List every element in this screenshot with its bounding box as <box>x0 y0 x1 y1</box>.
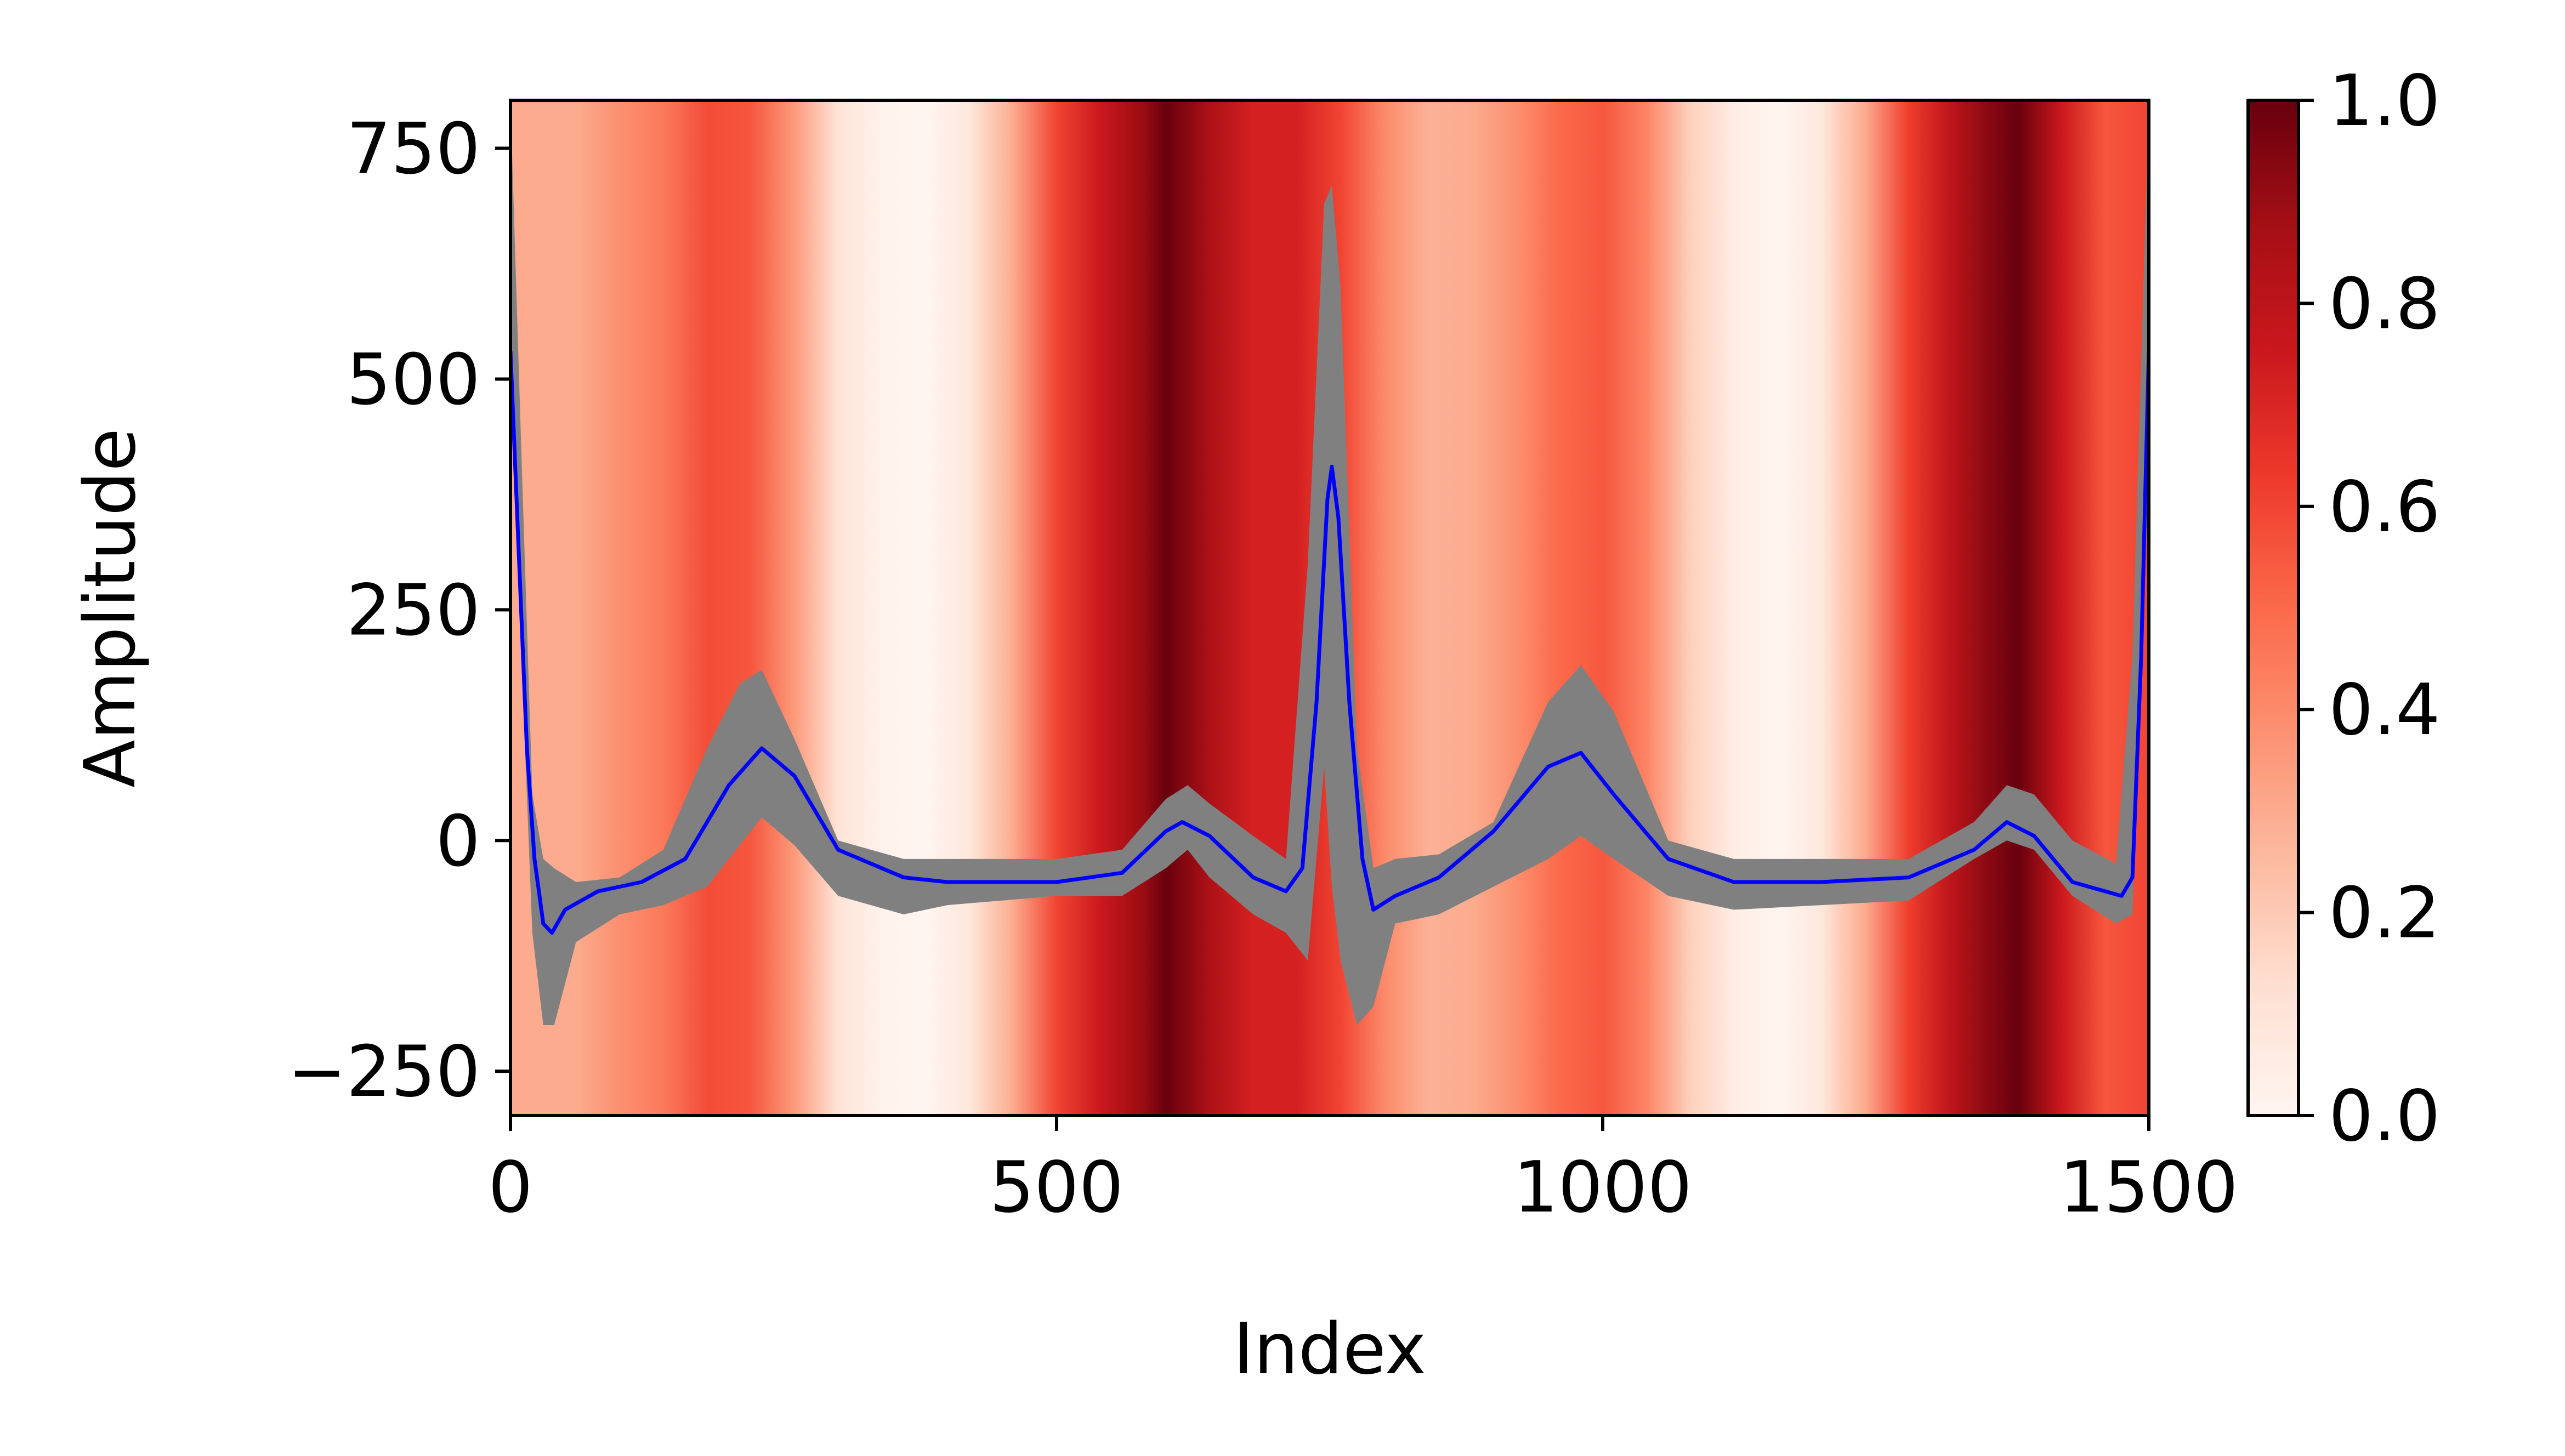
x-tick-label: 1000 <box>1513 1147 1692 1228</box>
colorbar-tick-label: 0.6 <box>2329 467 2441 548</box>
y-axis: −250 0 250 500 750 <box>287 109 510 1113</box>
colorbar-ticks: 0.0 0.2 0.4 0.6 0.8 1.0 <box>2299 60 2441 1157</box>
plot-area <box>509 99 2150 1117</box>
plot-frame <box>509 99 2150 1117</box>
x-tick-label: 500 <box>990 1147 1123 1228</box>
y-axis-label: Amplitude <box>70 428 151 788</box>
colorbar-tick-label: 0.8 <box>2329 263 2441 345</box>
colorbar-tick-label: 0.4 <box>2329 669 2441 751</box>
y-tick-label: 750 <box>347 109 480 190</box>
colorbar-tick-label: 1.0 <box>2329 60 2441 142</box>
colorbar-frame <box>2246 99 2300 1117</box>
mean-line <box>510 351 2149 935</box>
band-area <box>510 102 2149 1025</box>
x-axis: 0 500 1000 1500 <box>488 1116 2238 1228</box>
y-tick-label: −250 <box>287 1031 480 1113</box>
x-axis-label: Index <box>1233 1309 1426 1390</box>
y-tick-label: 0 <box>436 800 480 882</box>
colorbar-gradient <box>2248 100 2299 1116</box>
colorbar: 0.0 0.2 0.4 0.6 0.8 1.0 <box>2246 60 2441 1157</box>
colorbar-tick-label: 0.0 <box>2329 1076 2441 1157</box>
x-tick-label: 0 <box>488 1147 532 1228</box>
y-tick-label: 500 <box>347 339 480 420</box>
x-tick-label: 1500 <box>2059 1147 2238 1228</box>
y-tick-label: 250 <box>347 570 480 651</box>
colorbar-tick-label: 0.2 <box>2329 873 2441 954</box>
